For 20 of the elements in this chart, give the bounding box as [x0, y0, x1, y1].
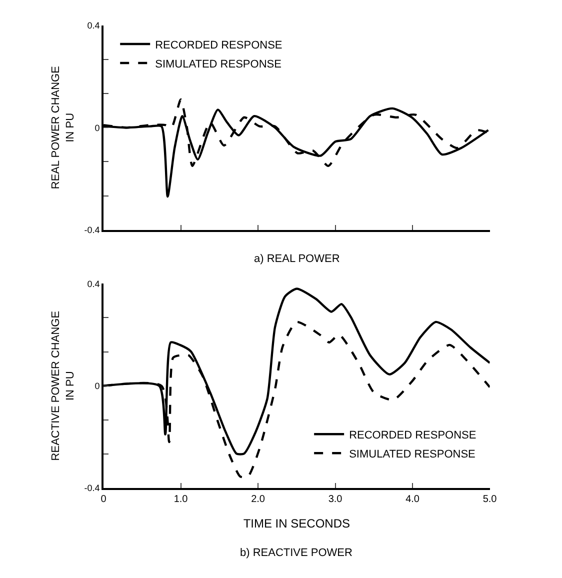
- y-tick-label: 0: [94, 122, 100, 133]
- y-tick-label: -0.4: [84, 224, 100, 235]
- legend-label: RECORDED RESPONSE: [155, 39, 282, 52]
- y-tick-label: -0.4: [84, 483, 100, 494]
- x-tick-label: 1.0: [174, 494, 188, 506]
- x-tick-label: 4.0: [406, 494, 420, 506]
- text: a) REAL POWER: [254, 253, 340, 265]
- y-axis-title: REAL POWER CHANGE IN PU: [50, 66, 76, 190]
- y-tick-label: 0.4: [87, 278, 100, 289]
- x-tick-label: 3.0: [328, 494, 343, 506]
- y-tick-label: 0.4: [87, 20, 100, 31]
- legend-label: SIMULATED RESPONSE: [349, 448, 476, 460]
- x-axis-title: TIME IN SECONDS: [243, 516, 350, 530]
- x-tick-label: 2.0: [251, 494, 266, 506]
- text: b) REACTIVE POWER: [240, 547, 353, 559]
- x-tick-label: 5.0: [482, 494, 498, 506]
- legend-label: RECORDED RESPONSE: [349, 429, 476, 442]
- y-axis-title: REACTIVE POWER CHANGE IN PU: [50, 310, 76, 461]
- y-tick-label: 0: [94, 380, 100, 391]
- legend-label: SIMULATED RESPONSE: [155, 58, 282, 70]
